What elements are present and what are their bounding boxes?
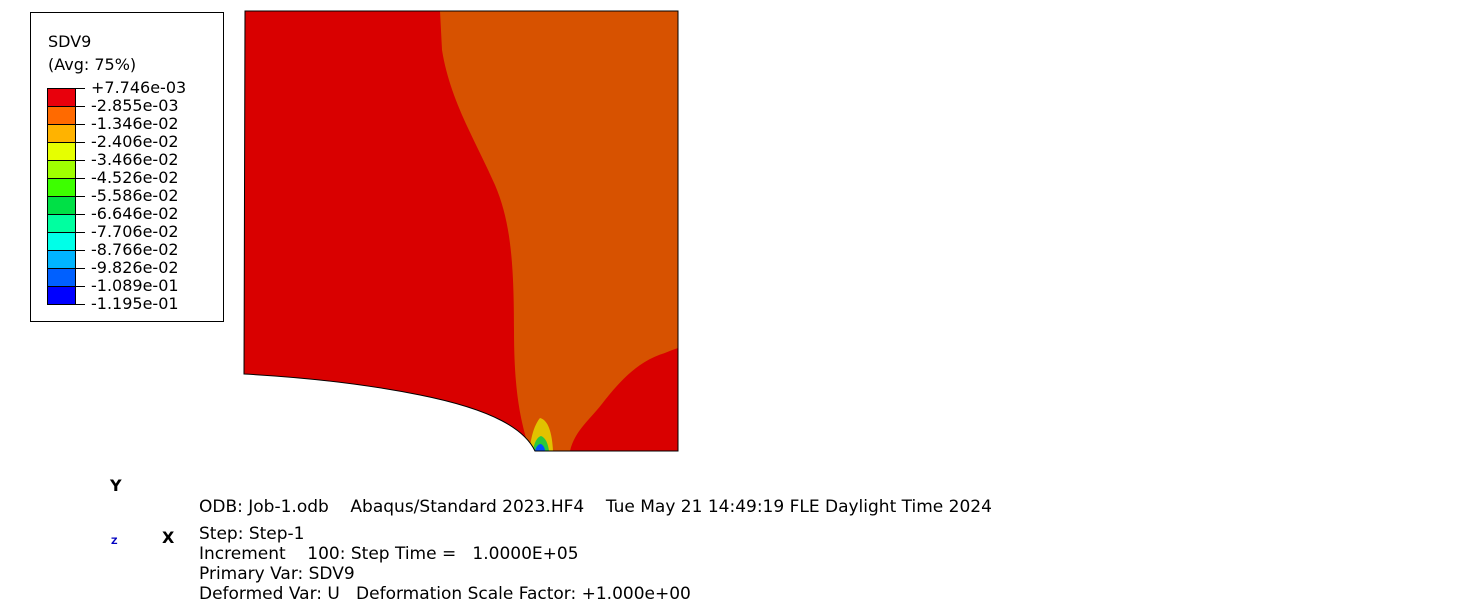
triad-y-label: Y — [110, 476, 122, 495]
legend-swatch — [47, 250, 76, 268]
legend-tick-label: +7.746e-03 — [91, 78, 187, 97]
legend-swatch-frame — [47, 88, 76, 305]
odb-info-line: ODB: Job-1.odb Abaqus/Standard 2023.HF4 … — [199, 497, 992, 517]
legend-swatch — [47, 286, 76, 304]
legend-swatch — [47, 124, 76, 142]
triad-x-label: X — [162, 528, 175, 547]
legend-tick — [76, 124, 85, 125]
contour-region-corner — [570, 350, 678, 451]
legend-tick — [76, 232, 85, 233]
legend-swatch — [47, 160, 76, 178]
legend-tick — [76, 106, 85, 107]
contour-region-orange — [440, 11, 678, 451]
legend-swatch — [47, 232, 76, 250]
legend-tick-label: -3.466e-02 — [91, 150, 179, 169]
legend-tick-label: -2.406e-02 — [91, 132, 179, 151]
step-info-line: Step: Step-1 — [199, 524, 305, 544]
legend-tick — [76, 268, 85, 269]
plate-contour — [244, 11, 678, 451]
legend-tick — [76, 142, 85, 143]
legend-swatch — [47, 214, 76, 232]
primary-var-line: Primary Var: SDV9 — [199, 564, 355, 584]
legend-tick — [76, 160, 85, 161]
triad-z-label: Z — [111, 537, 118, 547]
contour-legend[interactable]: SDV9 (Avg: 75%) +7.746e-03 -2.855e-03 -1.3… — [30, 12, 224, 322]
contour-region-min — [535, 444, 545, 451]
legend-tick — [76, 250, 85, 251]
legend-tick — [76, 88, 85, 89]
legend-swatch — [47, 196, 76, 214]
legend-tick-label: -1.195e-01 — [91, 294, 179, 313]
legend-tick-label: -1.089e-01 — [91, 276, 179, 295]
legend-tick-label: -7.706e-02 — [91, 222, 179, 241]
increment-info-line: Increment 100: Step Time = 1.0000E+05 — [199, 544, 579, 564]
legend-tick-label: -8.766e-02 — [91, 240, 179, 259]
legend-tick — [76, 286, 85, 287]
legend-tick-label: -9.826e-02 — [91, 258, 179, 277]
plate-outline — [243, 10, 679, 452]
legend-tick — [76, 178, 85, 179]
legend-tick-label: -5.586e-02 — [91, 186, 179, 205]
legend-tick — [76, 304, 85, 305]
legend-tick-label: -2.855e-03 — [91, 96, 179, 115]
model-viewport[interactable] — [0, 0, 1468, 470]
legend-tick-label: -4.526e-02 — [91, 168, 179, 187]
legend-variable-name: SDV9 — [48, 32, 92, 51]
legend-swatch — [47, 142, 76, 160]
legend-swatch — [47, 178, 76, 196]
legend-swatch — [47, 268, 76, 286]
legend-tick-label: -1.346e-02 — [91, 114, 179, 133]
legend-tick — [76, 214, 85, 215]
legend-averaging: (Avg: 75%) — [48, 55, 137, 74]
legend-tick-label: -6.646e-02 — [91, 204, 179, 223]
legend-color-scale: +7.746e-03 -2.855e-03 -1.346e-02 -2.406e-02… — [47, 79, 217, 318]
deformed-var-line: Deformed Var: U Deformation Scale Factor… — [199, 584, 691, 604]
legend-swatch — [47, 106, 76, 124]
legend-tick — [76, 196, 85, 197]
